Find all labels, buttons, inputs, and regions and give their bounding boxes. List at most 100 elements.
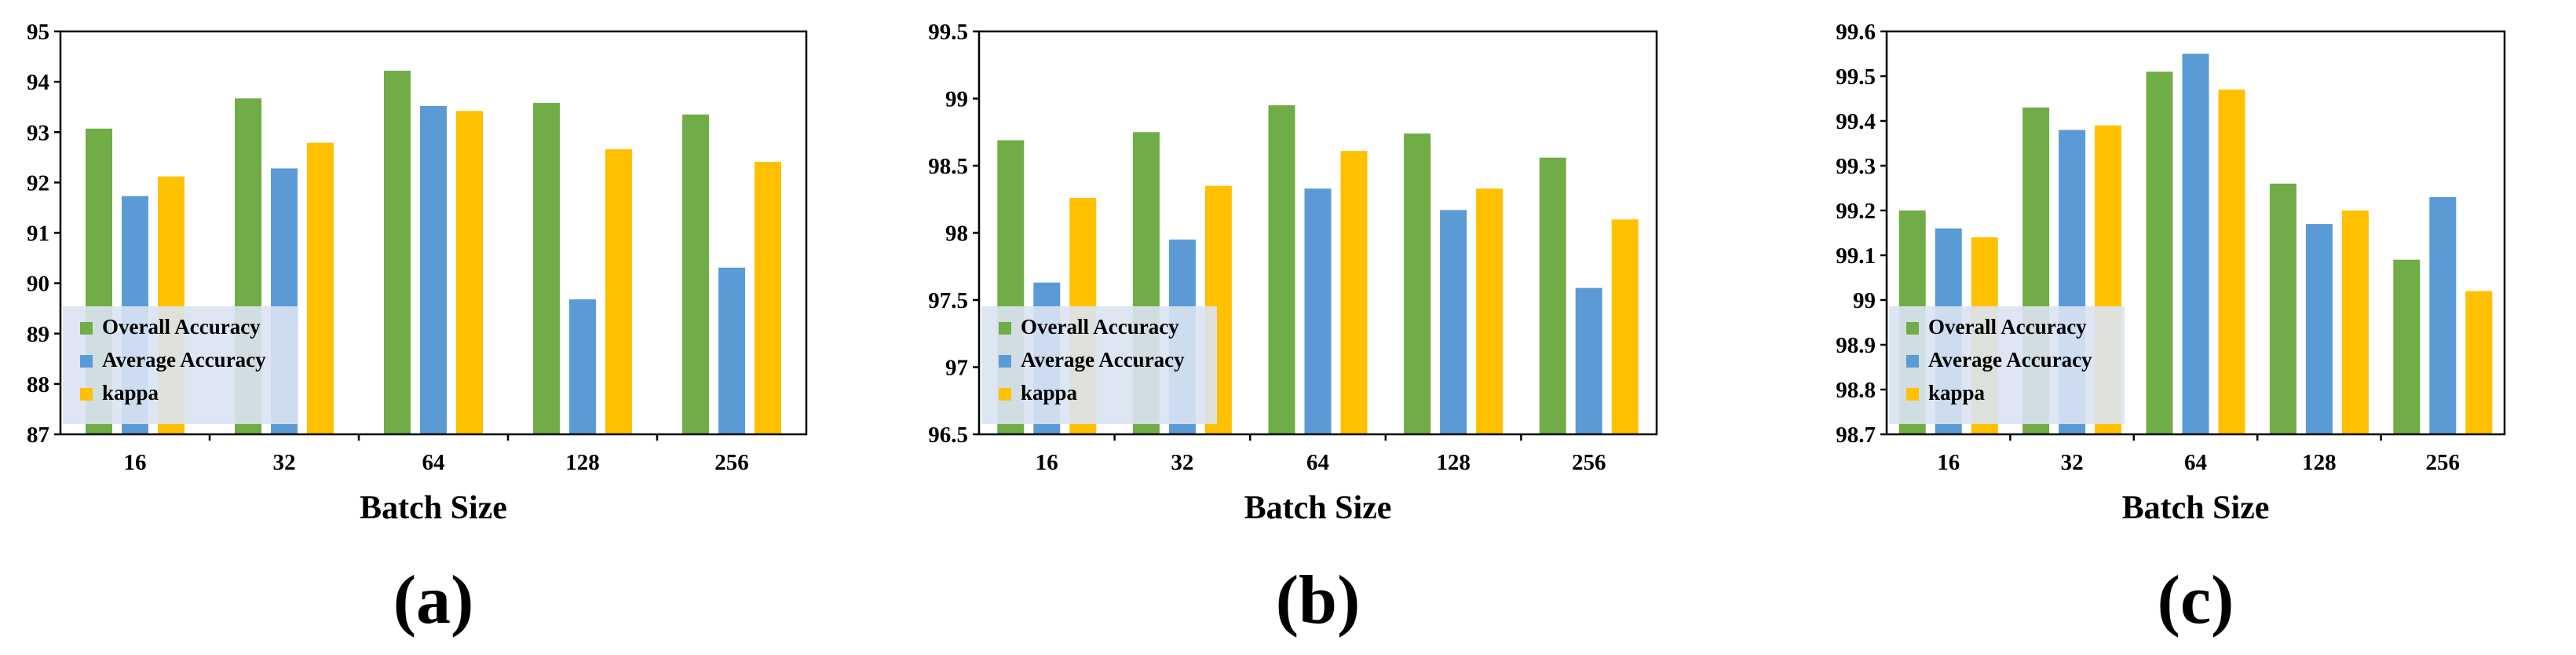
chart-panel-2: Overall Accuracy Average Accuracy kappa 96.… xyxy=(928,20,1658,639)
y-tick-label: 98.5 xyxy=(928,154,968,179)
bar-overall-128 xyxy=(1404,133,1431,434)
y-tick-label: 98 xyxy=(945,221,968,247)
panel-label: (b) xyxy=(1276,562,1361,639)
bar-average-64 xyxy=(420,105,447,434)
chart-panel-3: Overall Accuracy Average Accuracy kappa 98.… xyxy=(1836,20,2506,639)
bar-overall-128 xyxy=(2269,183,2296,435)
legend-label-average: Average Accuracy xyxy=(102,348,266,371)
legend-label-kappa: kappa xyxy=(1928,381,1986,404)
x-axis-title: Batch Size xyxy=(360,490,507,526)
bar-overall-256 xyxy=(2393,259,2421,434)
legend-label-overall: Overall Accuracy xyxy=(102,315,261,338)
y-tick-label: 98.9 xyxy=(1836,333,1876,358)
bar-kappa-128 xyxy=(1476,188,1504,434)
y-tick-label: 98.8 xyxy=(1836,378,1876,403)
y-tick-label: 99 xyxy=(1853,288,1876,313)
bar-kappa-128 xyxy=(605,149,632,435)
legend-label-average: Average Accuracy xyxy=(1928,348,2092,371)
x-tick-label: 16 xyxy=(1937,450,1960,475)
x-tick-label: 64 xyxy=(1306,450,1329,475)
bar-average-64 xyxy=(1304,188,1332,434)
bar-overall-256 xyxy=(682,114,709,434)
bar-kappa-256 xyxy=(2465,291,2493,434)
y-tick-label: 88 xyxy=(27,372,49,397)
y-tick-label: 99.3 xyxy=(1836,154,1876,179)
legend-label-overall: Overall Accuracy xyxy=(1928,315,2087,338)
y-tick-label: 99.6 xyxy=(1836,20,1876,45)
y-tick-label: 94 xyxy=(27,70,49,95)
bar-kappa-32 xyxy=(307,142,334,434)
y-tick-label: 99.5 xyxy=(1836,64,1876,90)
bar-kappa-64 xyxy=(456,111,483,434)
bar-kappa-64 xyxy=(1340,151,1368,434)
bar-overall-64 xyxy=(1268,105,1295,435)
y-tick-label: 92 xyxy=(27,170,49,196)
chart-panel-1: Overall Accuracy Average Accuracy kappa 87 8… xyxy=(27,20,808,639)
y-tick-label: 87 xyxy=(27,423,49,448)
legend-swatch-average xyxy=(999,355,1011,368)
y-tick-label: 97.5 xyxy=(928,288,968,313)
x-tick-label: 128 xyxy=(2302,450,2337,475)
x-tick-label: 256 xyxy=(714,450,749,475)
y-tick-label: 95 xyxy=(27,20,49,45)
legend-label-kappa: kappa xyxy=(1021,381,1078,404)
y-tick-label: 99.4 xyxy=(1836,109,1876,134)
x-tick-label: 32 xyxy=(2061,450,2084,475)
legend-swatch-kappa xyxy=(80,388,93,401)
legend-swatch-overall xyxy=(999,322,1011,335)
y-tick-label: 99 xyxy=(945,87,968,112)
y-tick-label: 89 xyxy=(27,322,49,347)
bar-overall-128 xyxy=(533,103,560,434)
bar-overall-256 xyxy=(1539,157,1566,435)
bar-average-64 xyxy=(2182,53,2209,434)
y-tick-label: 99.2 xyxy=(1836,199,1876,224)
x-tick-label: 64 xyxy=(2184,450,2207,475)
legend-swatch-overall xyxy=(80,322,93,335)
x-axis-title: Batch Size xyxy=(1244,490,1392,526)
legend-box xyxy=(63,306,298,424)
y-tick-label: 99.5 xyxy=(928,20,968,45)
y-tick-label: 96.5 xyxy=(928,423,968,448)
y-tick-label: 91 xyxy=(27,221,49,247)
y-tick-label: 99.1 xyxy=(1836,243,1876,269)
legend-swatch-average xyxy=(1906,355,1919,368)
legend-box xyxy=(1889,306,2125,424)
legend-swatch-average xyxy=(80,355,93,368)
legend-box xyxy=(981,306,1217,424)
x-tick-label: 32 xyxy=(273,450,296,475)
bar-average-256 xyxy=(2429,196,2457,434)
bar-kappa-256 xyxy=(1611,219,1639,434)
bar-overall-64 xyxy=(384,71,411,434)
x-tick-label: 64 xyxy=(422,450,445,475)
plot-frame xyxy=(1885,30,2506,436)
x-tick-label: 256 xyxy=(1572,450,1606,475)
x-tick-label: 16 xyxy=(1036,450,1058,475)
x-tick-label: 128 xyxy=(565,450,600,475)
bar-average-256 xyxy=(718,267,745,434)
x-tick-label: 256 xyxy=(2426,450,2461,475)
bar-kappa-256 xyxy=(755,162,781,435)
x-tick-label: 128 xyxy=(1436,450,1471,475)
y-tick-label: 93 xyxy=(27,120,49,145)
x-tick-label: 16 xyxy=(124,450,147,475)
legend-label-kappa: kappa xyxy=(102,381,159,404)
y-tick-label: 98.7 xyxy=(1836,423,1876,448)
panel-label: (c) xyxy=(2158,562,2234,639)
legend-swatch-overall xyxy=(1906,322,1919,335)
y-tick-label: 90 xyxy=(27,272,49,297)
bar-kappa-128 xyxy=(2341,210,2369,434)
bar-average-128 xyxy=(569,299,596,434)
x-tick-label: 32 xyxy=(1171,450,1193,475)
bar-average-128 xyxy=(2305,224,2333,434)
legend-label-average: Average Accuracy xyxy=(1021,348,1185,371)
legend-swatch-kappa xyxy=(1906,388,1919,401)
x-axis-title: Batch Size xyxy=(2122,490,2270,526)
bar-overall-64 xyxy=(2146,71,2173,435)
panel-label: (a) xyxy=(393,562,474,639)
bar-average-128 xyxy=(1440,210,1467,434)
bar-kappa-64 xyxy=(2218,90,2245,434)
y-tick-label: 97 xyxy=(945,356,968,381)
bar-average-256 xyxy=(1575,287,1602,434)
legend-swatch-kappa xyxy=(999,388,1011,401)
